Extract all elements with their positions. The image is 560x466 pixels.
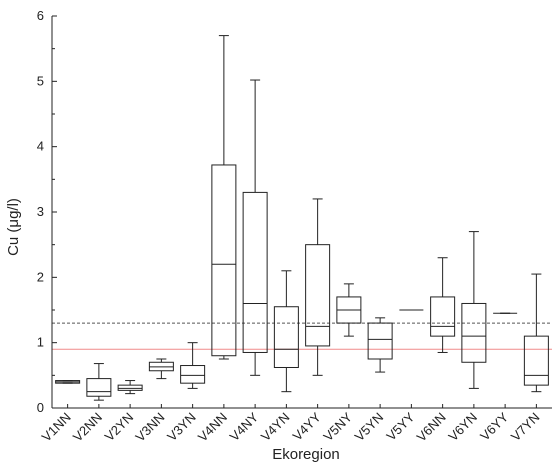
y-tick-label: 0 — [37, 400, 44, 415]
box-iqr — [180, 365, 206, 384]
x-tick-label: V3YN — [164, 410, 199, 445]
box-V4NN — [211, 35, 237, 360]
box-iqr — [367, 322, 393, 360]
box-V1NN — [55, 380, 81, 384]
x-axis-title: Ekoregion — [272, 446, 340, 463]
box-iqr — [242, 191, 268, 353]
box-V5NY — [336, 283, 362, 337]
box-V7YN — [523, 273, 549, 393]
x-tick-label: V4YN — [258, 410, 293, 445]
box-iqr — [430, 296, 456, 337]
x-tick-label: V2YN — [102, 410, 137, 445]
box-V6NN — [430, 257, 456, 353]
x-tick-label: V2NN — [70, 410, 105, 445]
box-iqr — [211, 164, 237, 357]
box-iqr — [86, 378, 112, 397]
axes: 0123456V1NNV2NNV2YNV3NNV3YNV4NNV4NYV4YNV… — [37, 8, 552, 445]
x-tick-label: V3NN — [132, 410, 167, 445]
x-tick-label: V4NN — [195, 410, 230, 445]
x-tick-label: V5NY — [320, 409, 355, 444]
box-V4NY — [242, 79, 268, 376]
box-V6YN — [461, 231, 487, 389]
box-iqr — [305, 244, 331, 347]
x-tick-label: V7YN — [508, 410, 543, 445]
box-iqr — [117, 384, 143, 391]
box-iqr — [461, 302, 487, 363]
box-V3YN — [180, 342, 206, 389]
y-tick-label: 4 — [37, 139, 44, 154]
y-tick-label: 1 — [37, 335, 44, 350]
box-V5YN — [367, 317, 393, 373]
y-tick-label: 3 — [37, 204, 44, 219]
x-tick-label: V6YY — [477, 409, 511, 443]
box-V2NN — [86, 363, 112, 401]
box-V4YN — [273, 270, 299, 393]
box-V2YN — [117, 380, 143, 395]
x-tick-label: V4NY — [227, 409, 262, 444]
reference-lines — [52, 322, 552, 350]
box-V4YY — [305, 198, 331, 376]
x-tick-label: V6YN — [445, 410, 480, 445]
x-tick-label: V5YY — [383, 409, 417, 443]
y-tick-label: 6 — [37, 8, 44, 23]
y-axis-title: Cu (μg/l) — [5, 198, 22, 256]
y-tick-label: 5 — [37, 73, 44, 88]
x-tick-label: V4YY — [290, 409, 324, 443]
y-tick-label: 2 — [37, 269, 44, 284]
boxes — [55, 35, 549, 401]
box-V3NN — [148, 358, 174, 380]
box-iqr — [273, 306, 299, 368]
box-iqr — [523, 335, 549, 386]
x-tick-label: V5YN — [352, 410, 387, 445]
x-tick-label: V6NN — [414, 410, 449, 445]
